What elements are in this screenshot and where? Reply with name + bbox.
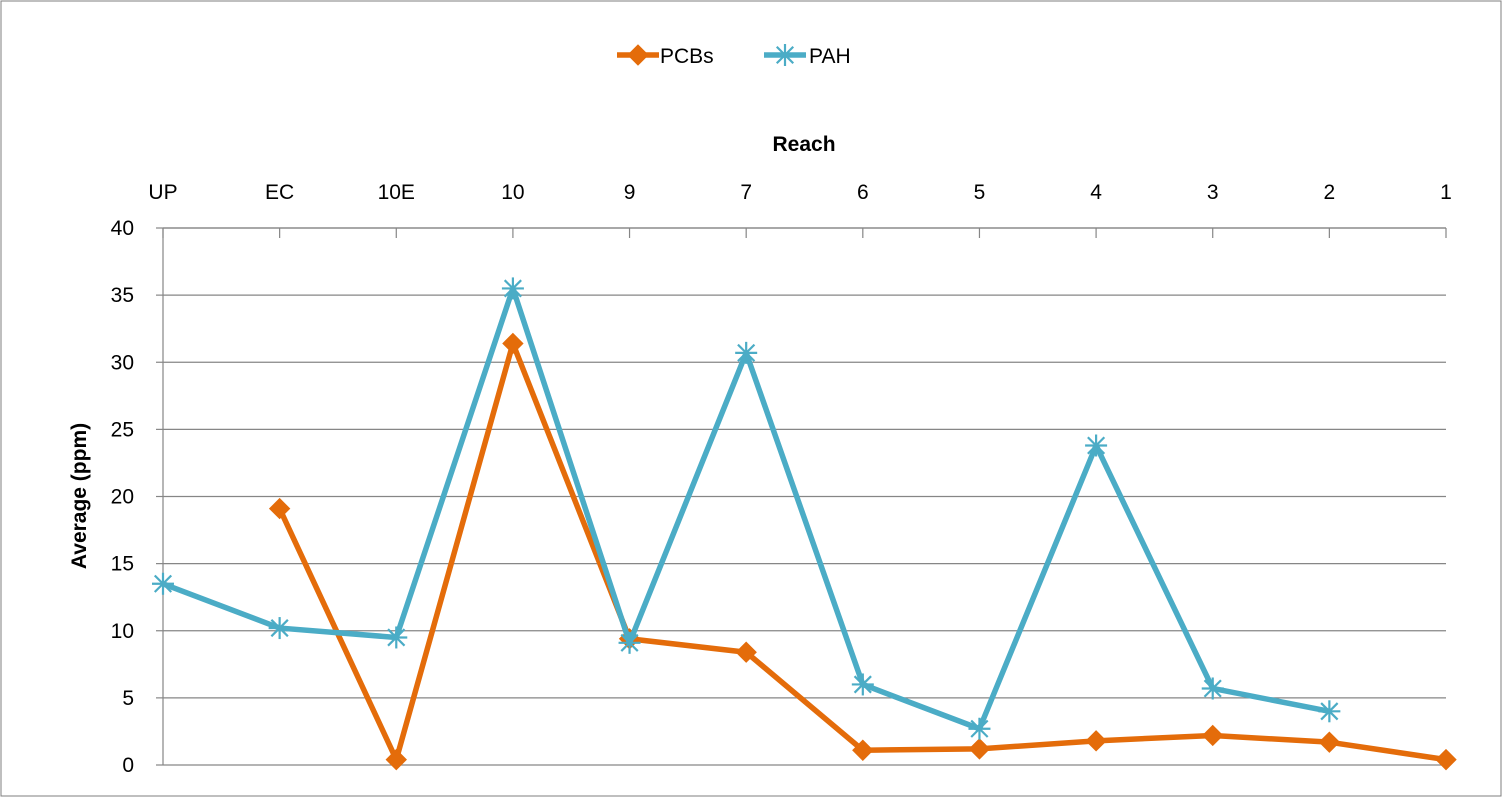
pah-marker bbox=[968, 717, 991, 740]
pcbs-marker bbox=[852, 739, 874, 761]
x-tick-labels: UP EC 10E 10 9 7 6 5 4 3 2 1 bbox=[148, 181, 1451, 204]
pah-marker bbox=[152, 572, 174, 595]
y-tick-label: 25 bbox=[111, 418, 134, 441]
pah-marker-stroke bbox=[387, 628, 406, 647]
pcbs-series bbox=[268, 332, 1457, 771]
y-tick-label: 15 bbox=[111, 553, 134, 576]
pcbs-marker bbox=[502, 332, 524, 355]
legend: PCBs PAH bbox=[617, 44, 851, 68]
pah-marker-stroke bbox=[737, 343, 756, 362]
pah-marker bbox=[618, 631, 641, 654]
pah-marker bbox=[774, 44, 796, 66]
pcbs-marker bbox=[268, 497, 291, 520]
pah-marker-stroke bbox=[775, 45, 795, 65]
legend-item-pcbs: PCBs bbox=[617, 44, 714, 68]
y-tick-label: 35 bbox=[111, 284, 134, 307]
x-tick-label: EC bbox=[265, 181, 294, 204]
pcbs-marker bbox=[1435, 748, 1457, 771]
pcbs-marker bbox=[385, 748, 407, 771]
y-axis-title: Average (ppm) bbox=[68, 423, 91, 569]
x-tick-label: 2 bbox=[1324, 181, 1336, 204]
pcbs-marker bbox=[1202, 724, 1224, 747]
pah-marker-stroke bbox=[270, 619, 289, 638]
y-tick-label: 40 bbox=[111, 217, 134, 240]
pah-marker bbox=[268, 617, 291, 640]
pah-marker-stroke bbox=[1203, 679, 1222, 698]
x-tick-label: UP bbox=[148, 181, 177, 204]
y-tick-label: 20 bbox=[111, 486, 134, 509]
pcbs-marker bbox=[735, 641, 757, 663]
pah-marker bbox=[1201, 677, 1224, 700]
pcbs-marker bbox=[968, 738, 991, 760]
legend-item-pah: PAH bbox=[764, 44, 851, 68]
pah-marker bbox=[735, 341, 758, 364]
x-tick-label: 3 bbox=[1207, 181, 1219, 204]
pcbs-marker bbox=[1318, 731, 1341, 753]
pah-marker-stroke bbox=[853, 675, 872, 694]
pah-marker-stroke bbox=[503, 279, 522, 298]
legend-label-pcbs: PCBs bbox=[660, 45, 714, 68]
y-tick-label: 5 bbox=[122, 687, 134, 710]
x-tick-label: 9 bbox=[624, 181, 636, 204]
pcbs-marker bbox=[627, 44, 649, 66]
pah-marker-stroke bbox=[1320, 702, 1339, 721]
pah-marker-stroke bbox=[620, 633, 639, 652]
pcbs-marker bbox=[1085, 730, 1107, 752]
x-axis-title: Reach bbox=[772, 133, 835, 156]
pah-marker bbox=[385, 626, 408, 649]
pah-marker bbox=[501, 277, 524, 300]
pah-marker-stroke bbox=[153, 574, 173, 593]
x-tick-label: 6 bbox=[857, 181, 869, 204]
pah-marker bbox=[851, 673, 874, 696]
pah-marker-stroke bbox=[970, 719, 989, 738]
x-tick-label: 10E bbox=[378, 181, 415, 204]
y-tick-labels: 0 5 10 15 20 25 30 35 40 bbox=[111, 217, 134, 777]
pah-marker bbox=[1085, 434, 1108, 457]
pah-marker-stroke bbox=[1087, 436, 1106, 455]
y-tick-label: 0 bbox=[122, 754, 134, 777]
x-tick-label: 10 bbox=[501, 181, 524, 204]
x-tick-label: 1 bbox=[1440, 181, 1452, 204]
x-tick-label: 4 bbox=[1090, 181, 1102, 204]
x-tick-label: 5 bbox=[974, 181, 986, 204]
pah-marker bbox=[1318, 700, 1341, 723]
series-layer bbox=[152, 277, 1457, 771]
x-tick-label: 7 bbox=[740, 181, 752, 204]
pah-series bbox=[152, 277, 1341, 740]
axes bbox=[156, 227, 1447, 766]
legend-label-pah: PAH bbox=[809, 45, 851, 68]
y-tick-label: 10 bbox=[111, 620, 134, 643]
y-tick-label: 30 bbox=[111, 351, 134, 374]
